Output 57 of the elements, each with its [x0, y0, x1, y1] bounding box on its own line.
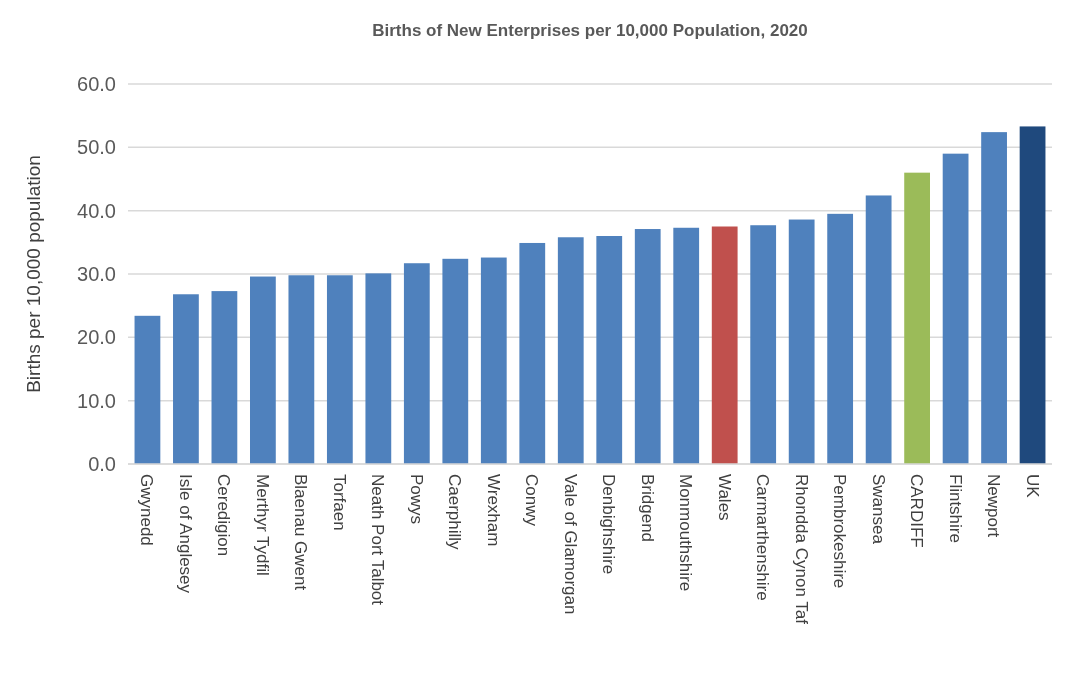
x-tick-label: Monmouthshire	[676, 474, 696, 592]
bar	[442, 258, 469, 464]
bar	[519, 242, 546, 464]
bar	[865, 195, 892, 464]
bar	[1019, 126, 1046, 464]
x-tick-label: Flintshire	[945, 474, 965, 543]
y-tick-label: 20.0	[77, 326, 116, 349]
bar	[557, 237, 584, 464]
bar	[326, 275, 353, 464]
bar	[904, 172, 931, 464]
x-tick-label: CARDIFF	[907, 474, 927, 548]
x-tick-label: Blaenau Gwent	[291, 474, 311, 591]
x-tick-label: Isle of Anglesey	[175, 474, 195, 594]
x-tick-label: Neath Port Talbot	[368, 474, 388, 606]
x-tick-label: Pembrokeshire	[830, 474, 850, 589]
x-tick-label: Wales	[714, 474, 734, 521]
bar	[788, 219, 815, 464]
y-tick-label: 40.0	[77, 199, 116, 222]
x-tick-label: Ceredigion	[214, 474, 234, 557]
bar	[673, 227, 700, 464]
x-tick-label: UK	[1022, 474, 1042, 499]
bar	[942, 153, 969, 464]
x-tick-label: Merthyr Tydfil	[252, 474, 272, 576]
x-tick-label: Swansea	[868, 474, 888, 545]
x-tick-label: Vale of Glamorgan	[560, 474, 580, 615]
x-tick-label: Rhondda Cynon Taf	[791, 474, 811, 625]
bar	[288, 275, 315, 464]
x-tick-label: Torfaen	[329, 474, 349, 531]
chart-title: Births of New Enterprises per 10,000 Population, 2020	[372, 21, 808, 40]
x-tick-label: Carmarthenshire	[753, 474, 773, 601]
bar	[173, 294, 199, 464]
bar	[827, 213, 854, 464]
bar	[480, 257, 507, 464]
x-tick-label: Powys	[406, 474, 426, 525]
y-tick-label: 10.0	[77, 389, 116, 412]
bar	[365, 273, 392, 464]
y-axis-title: Births per 10,000 population	[23, 155, 44, 393]
bar	[750, 225, 777, 464]
bar	[634, 229, 661, 464]
bar	[596, 236, 623, 464]
bar	[711, 226, 738, 464]
x-tick-label: Wrexham	[483, 474, 503, 547]
bar	[981, 132, 1007, 464]
x-tick-label: Denbighshire	[599, 474, 619, 575]
x-tick-label: Conwy	[522, 474, 542, 527]
x-tick-label: Newport	[984, 474, 1004, 538]
y-tick-label: 60.0	[77, 73, 116, 95]
y-tick-label: 30.0	[77, 263, 116, 285]
bar	[134, 315, 161, 464]
y-tick-label: 50.0	[77, 136, 116, 159]
bar	[403, 263, 430, 464]
x-tick-label: Caerphilly	[445, 474, 465, 551]
x-tick-label: Gwynedd	[137, 474, 157, 546]
bar	[249, 276, 276, 464]
x-tick-label: Bridgend	[637, 474, 657, 543]
bar	[211, 291, 238, 464]
y-tick-label: 0.0	[88, 453, 116, 475]
